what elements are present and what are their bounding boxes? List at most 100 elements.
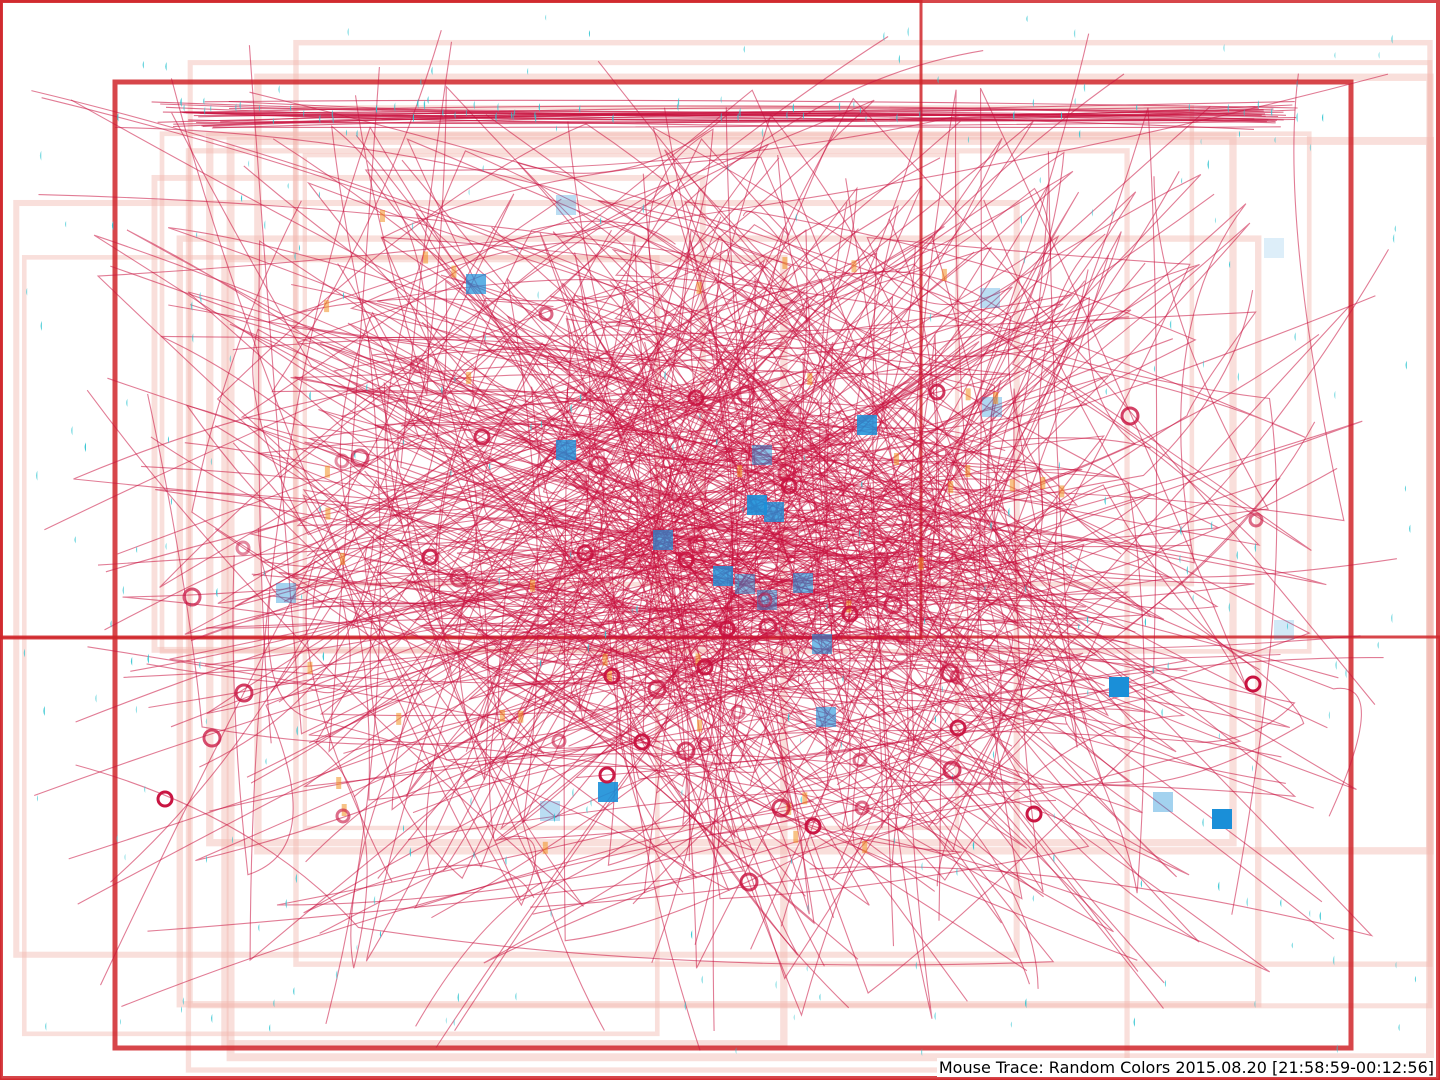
release-marker <box>873 552 889 568</box>
drag-marker <box>518 710 524 723</box>
click-marker <box>1236 550 1238 560</box>
drag-marker <box>696 281 702 294</box>
drag-marker <box>807 373 813 385</box>
click-marker <box>216 587 218 598</box>
click-marker <box>497 102 499 113</box>
click-marker <box>1334 390 1336 400</box>
release-marker <box>603 667 621 685</box>
click-marker <box>984 585 986 593</box>
click-marker <box>1144 617 1146 627</box>
release-marker <box>758 617 778 637</box>
drag-marker <box>324 465 330 478</box>
click-marker <box>1322 113 1324 122</box>
click-marker <box>453 1018 455 1027</box>
mouse-path <box>377 85 1177 753</box>
click-marker <box>71 426 73 436</box>
click-marker <box>1105 388 1107 396</box>
click-marker <box>319 114 321 124</box>
click-marker <box>937 76 939 84</box>
click-marker <box>992 750 994 759</box>
release-marker <box>202 728 222 748</box>
release-marker <box>234 683 254 703</box>
click-marker <box>1164 979 1166 988</box>
click-marker <box>1328 711 1330 720</box>
click-marker <box>95 694 97 703</box>
click-marker <box>287 182 289 189</box>
click-marker <box>545 14 547 21</box>
click-marker <box>117 112 119 122</box>
click-marker <box>183 104 185 112</box>
click-marker <box>586 805 588 814</box>
drag-marker <box>324 300 330 313</box>
click-marker <box>412 112 414 123</box>
scroll-marker <box>857 415 877 435</box>
scroll-marker <box>812 634 832 654</box>
release-marker <box>841 605 859 623</box>
click-marker <box>690 930 693 940</box>
click-marker <box>967 136 969 144</box>
click-marker <box>1294 332 1296 342</box>
click-marker <box>199 660 201 670</box>
release-marker <box>572 474 588 490</box>
click-marker <box>540 420 542 428</box>
click-marker <box>84 442 86 453</box>
click-marker <box>296 725 298 736</box>
click-marker <box>345 129 347 136</box>
release-marker <box>729 602 745 618</box>
mouse-path <box>384 150 1008 963</box>
click-marker <box>264 220 266 230</box>
click-marker <box>793 1014 795 1021</box>
mouse-path <box>305 656 740 863</box>
click-marker <box>631 607 633 614</box>
click-marker <box>1392 233 1395 244</box>
click-marker <box>1319 911 1321 922</box>
click-marker <box>775 980 777 989</box>
click-marker <box>36 470 38 481</box>
click-marker <box>23 648 25 658</box>
click-marker <box>431 66 433 75</box>
scroll-marker <box>598 782 618 802</box>
click-marker <box>1229 260 1231 269</box>
click-marker <box>356 129 358 139</box>
mouse-path <box>168 227 1098 670</box>
click-marker <box>295 873 297 884</box>
release-marker <box>410 357 426 373</box>
click-marker <box>1270 107 1273 117</box>
click-marker <box>454 111 456 119</box>
release-marker <box>718 620 736 638</box>
release-marker <box>421 548 439 566</box>
click-marker <box>1214 217 1216 224</box>
click-marker <box>579 104 581 113</box>
click-marker <box>273 999 275 1008</box>
click-marker <box>800 737 801 744</box>
release-marker <box>687 389 705 407</box>
faint-window-frame <box>254 73 1434 855</box>
click-marker <box>293 987 295 996</box>
click-marker <box>716 437 718 446</box>
click-marker <box>684 1001 686 1011</box>
click-marker <box>1202 817 1204 828</box>
click-marker <box>1020 214 1022 225</box>
click-marker <box>450 469 452 477</box>
click-marker <box>473 100 475 110</box>
drag-marker <box>423 251 429 264</box>
click-marker <box>1243 108 1245 117</box>
click-marker <box>402 824 404 833</box>
click-marker <box>1405 360 1407 370</box>
click-marker <box>677 101 679 112</box>
drag-marker <box>451 265 457 278</box>
mouse-path <box>506 278 1156 823</box>
mouse-path <box>126 229 1357 887</box>
click-marker <box>39 150 42 161</box>
click-marker <box>1228 602 1230 613</box>
scroll-marker <box>747 495 767 515</box>
click-marker <box>735 1047 737 1055</box>
mouse-path <box>629 528 1384 746</box>
click-marker <box>838 101 841 112</box>
click-marker <box>929 312 932 323</box>
click-marker <box>411 221 414 231</box>
click-marker <box>1377 641 1379 649</box>
mouse-path <box>350 36 909 629</box>
click-marker <box>1070 563 1072 570</box>
click-marker <box>269 1024 271 1033</box>
